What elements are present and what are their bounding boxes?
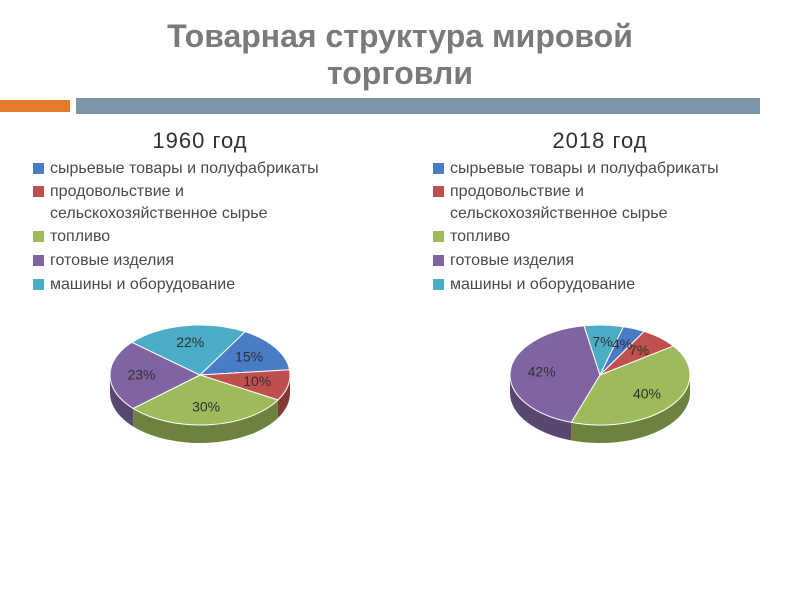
legend-1960: сырьевые товары и полуфабрикатыпродоволь… (15, 158, 385, 296)
legend-swatch (433, 255, 444, 266)
pie-slice-label: 10% (243, 373, 271, 389)
legend-label: топливо (450, 226, 510, 248)
accent-left (0, 100, 70, 112)
title-block: Товарная структура мировой торговли (0, 0, 800, 92)
legend-swatch (433, 279, 444, 290)
year-label-2018: 2018 год (415, 128, 785, 154)
legend-label: машины и оборудование (450, 274, 635, 296)
legend-label: топливо (50, 226, 110, 248)
pie-slice-label: 23% (127, 366, 155, 382)
pie-slice-label: 30% (192, 398, 220, 414)
pie-slice-label: 7% (629, 342, 649, 358)
pie-wrap-2018: 4%7%40%42%7% (415, 305, 785, 480)
legend-label: сырьевые товары и полуфабрикаты (50, 158, 319, 180)
pie-chart-1960: 15% 10% 30% 23% 22% (70, 305, 330, 475)
legend-item: топливо (433, 226, 785, 248)
legend-label: готовые изделия (450, 250, 574, 272)
legend-label: продовольствие и сельскохозяйственное сы… (50, 181, 350, 224)
legend-swatch (433, 163, 444, 174)
legend-item: сырьевые товары и полуфабрикаты (433, 158, 785, 180)
legend-item: готовые изделия (433, 250, 785, 272)
chart-panel-2018: 2018 год сырьевые товары и полуфабрикаты… (415, 122, 785, 481)
chart-panel-1960: 1960 год сырьевые товары и полуфабрикаты… (15, 122, 385, 481)
legend-label: готовые изделия (50, 250, 174, 272)
pie-slice-label: 7% (592, 334, 612, 350)
accent-right (76, 98, 760, 114)
legend-item: машины и оборудование (433, 274, 785, 296)
legend-swatch (33, 255, 44, 266)
page-title-line1: Товарная структура мировой (0, 18, 800, 55)
pie-slice-label: 40% (633, 386, 661, 402)
legend-item: готовые изделия (33, 250, 385, 272)
legend-item: продовольствие и сельскохозяйственное сы… (33, 181, 385, 224)
legend-label: сырьевые товары и полуфабрикаты (450, 158, 719, 180)
pie-slice-label: 15% (235, 348, 263, 364)
legend-swatch (33, 163, 44, 174)
pie-slice-label: 22% (176, 334, 204, 350)
accent-bar (0, 98, 800, 114)
legend-label: продовольствие и сельскохозяйственное сы… (450, 181, 750, 224)
legend-item: машины и оборудование (33, 274, 385, 296)
charts-row: 1960 год сырьевые товары и полуфабрикаты… (0, 122, 800, 481)
pie-wrap-1960: 15% 10% 30% 23% 22% (15, 305, 385, 480)
pie-chart-2018: 4%7%40%42%7% (470, 305, 730, 475)
pie-slice-label: 42% (528, 364, 556, 380)
legend-2018: сырьевые товары и полуфабрикатыпродоволь… (415, 158, 785, 296)
year-label-1960: 1960 год (15, 128, 385, 154)
legend-item: продовольствие и сельскохозяйственное сы… (433, 181, 785, 224)
legend-swatch (33, 279, 44, 290)
legend-swatch (433, 231, 444, 242)
page-title-line2: торговли (0, 55, 800, 92)
legend-label: машины и оборудование (50, 274, 235, 296)
legend-item: сырьевые товары и полуфабрикаты (33, 158, 385, 180)
legend-item: топливо (33, 226, 385, 248)
legend-swatch (433, 186, 444, 197)
legend-swatch (33, 186, 44, 197)
legend-swatch (33, 231, 44, 242)
